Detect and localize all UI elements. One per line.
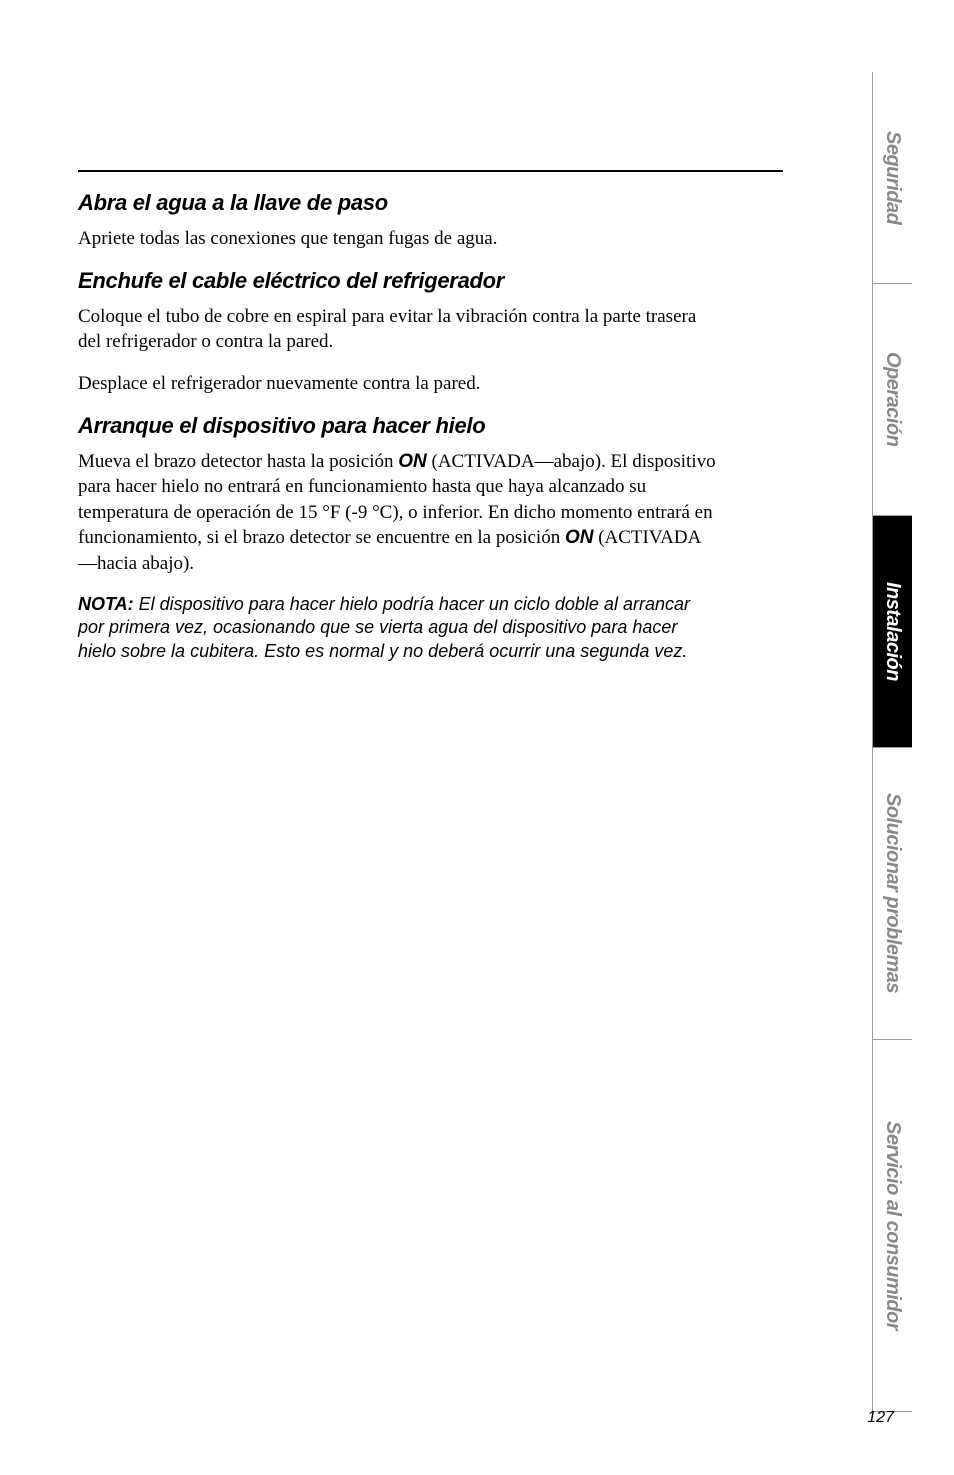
section-title-2: Enchufe el cable eléctrico del refrigera…	[78, 268, 720, 294]
main-content: Abra el agua a la llave de paso Apriete …	[0, 0, 790, 663]
text-fragment: Mueva el brazo detector hasta la posició…	[78, 451, 398, 472]
nota-paragraph: NOTA: El dispositivo para hacer hielo po…	[78, 593, 720, 663]
paragraph: Apriete todas las conexiones que tengan …	[78, 226, 720, 252]
tab-seguridad[interactable]: Seguridad	[873, 72, 912, 284]
paragraph: Coloque el tubo de cobre en espiral para…	[78, 304, 720, 355]
bold-on: ON	[398, 451, 427, 472]
nota-label: NOTA:	[78, 594, 134, 614]
section-title-3: Arranque el dispositivo para hacer hielo	[78, 413, 720, 439]
divider-top	[78, 170, 783, 172]
paragraph: Mueva el brazo detector hasta la posició…	[78, 449, 720, 577]
tab-solucionar[interactable]: Solucionar problemas	[873, 748, 912, 1040]
tab-operacion[interactable]: Operación	[873, 284, 912, 516]
side-tabs: Seguridad Operación Instalación Solucion…	[872, 72, 912, 1412]
paragraph: Desplace el refrigerador nuevamente cont…	[78, 371, 720, 397]
bold-on: ON	[565, 527, 594, 548]
section-title-1: Abra el agua a la llave de paso	[78, 190, 720, 216]
tab-instalacion[interactable]: Instalación	[873, 516, 912, 748]
nota-body: El dispositivo para hacer hielo podría h…	[78, 594, 690, 661]
page-number: 127	[867, 1409, 894, 1427]
tab-servicio[interactable]: Servicio al consumidor	[873, 1040, 912, 1412]
